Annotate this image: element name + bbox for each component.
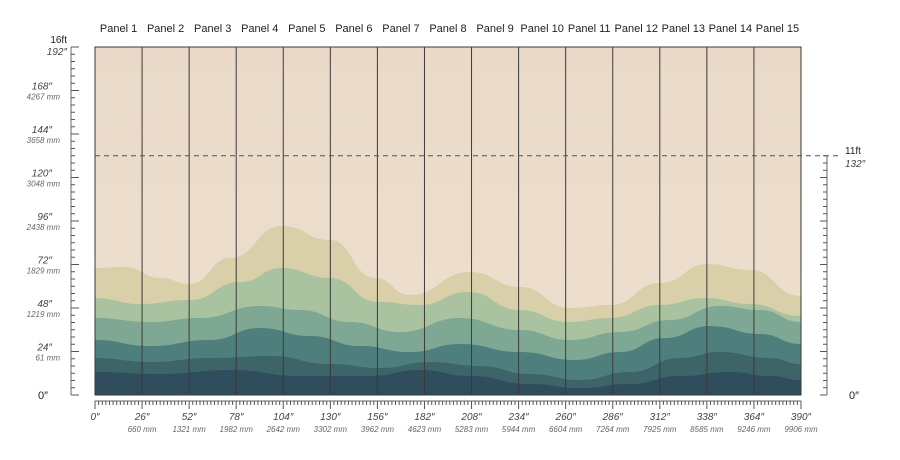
bottom-scale-label-in: 312″ [650,412,671,423]
right-scale-zero: 0″ [849,390,859,402]
bottom-scale-label-mm: 9906 mm [784,425,818,434]
bottom-scale-label-in: 78″ [229,412,244,423]
bottom-scale-label-mm: 3962 mm [361,425,395,434]
bottom-scale-label-mm: 3302 mm [314,425,348,434]
bottom-scale-ticks: 0″ 26″ 660 mm 52″ 1321 mm 78″ 1982 mm 104″ 2642 … [90,401,818,434]
left-scale-label-mm: 1829 mm [27,267,61,276]
left-scale-label-in: 96″ [37,212,52,223]
bottom-scale-label-mm: 6604 mm [549,425,583,434]
left-scale-zero: 0″ [38,390,48,402]
panel-label: Panel 2 [147,23,184,35]
bottom-scale-label-mm: 2642 mm [266,425,301,434]
panel-label: Panel 13 [662,23,705,35]
panel-labels: Panel 1 Panel 2 Panel 3 Panel 4 Panel 5 Panel… [100,23,799,35]
bottom-scale-label-mm: 4623 mm [408,425,442,434]
left-scale-label-mm: 61 mm [36,354,61,363]
bottom-scale-label-mm: 1321 mm [172,425,206,434]
panel-label: Panel 14 [709,23,752,35]
bottom-scale-label-in: 182″ [414,412,435,423]
left-scale-top-ft: 16ft [50,35,67,46]
panel-label: Panel 6 [335,23,372,35]
panel-label: Panel 3 [194,23,231,35]
left-scale-label-in: 144″ [32,125,53,136]
bottom-scale-label-mm: 660 mm [128,425,157,434]
bottom-scale-label-in: 104″ [273,412,294,423]
panel-label: Panel 8 [429,23,466,35]
panel-label: Panel 9 [476,23,513,35]
panel-dividers [94,46,802,396]
left-scale-label-mm: 4267 mm [27,93,61,102]
bottom-width-scale: 0″ 26″ 660 mm 52″ 1321 mm 78″ 1982 mm 104″ 2642 … [90,400,818,434]
right-scale-top-ft: 11ft [845,146,861,157]
left-scale-label-in: 168″ [32,82,53,93]
panel-label: Panel 5 [288,23,325,35]
mural-artwork [95,47,801,395]
left-scale-label-in: 72″ [37,256,52,267]
panel-label: Panel 1 [100,23,137,35]
bottom-scale-label-in: 130″ [320,412,341,423]
left-scale-label-in: 120″ [32,169,53,180]
panel-label: Panel 12 [615,23,658,35]
bottom-scale-label-in: 156″ [367,412,388,423]
left-scale-ticks: 168″4267 mm 144″3658 mm 120″3048 mm 96″2438… [26,46,79,396]
bottom-scale-label-in: 260″ [555,412,577,423]
bottom-scale-label-mm: 5283 mm [455,425,489,434]
panel-label: Panel 7 [382,23,419,35]
bottom-scale-label-in: 26″ [134,412,150,423]
bottom-scale-label-in: 0″ [90,412,100,423]
bottom-scale-label-mm: 7264 mm [596,425,630,434]
bottom-scale-label-in: 390″ [791,412,812,423]
left-scale-label-mm: 1219 mm [27,310,61,319]
left-scale-label-mm: 2438 mm [26,223,61,232]
panel-label: Panel 4 [241,23,278,35]
bottom-scale-label-in: 364″ [744,412,765,423]
mountain-layer-navy [95,370,801,395]
panel-label: Panel 10 [520,23,563,35]
left-scale-label-mm: 3658 mm [27,136,61,145]
mural-border [94,46,802,396]
bottom-scale-label-mm: 5944 mm [502,425,536,434]
bottom-scale-label-in: 52″ [182,412,197,423]
panel-label: Panel 11 [568,23,611,35]
right-scale-top-in: 132″ [845,159,866,170]
bottom-scale-label-in: 234″ [507,412,529,423]
left-scale-label-in: 48″ [37,299,52,310]
bottom-scale-label-in: 286″ [602,412,624,423]
left-scale-label-in: 24″ [36,343,52,354]
bottom-scale-label-mm: 7925 mm [643,425,677,434]
bottom-scale-label-mm: 1982 mm [220,425,254,434]
right-height-scale: 11ft 132″ 0″ [820,146,866,402]
panel-label: Panel 15 [756,23,799,35]
bottom-scale-label-mm: 8585 mm [690,425,724,434]
left-scale-label-mm: 3048 mm [27,180,61,189]
right-scale-ticks [820,155,827,396]
bottom-scale-label-in: 338″ [697,412,718,423]
left-height-scale: 168″4267 mm 144″3658 mm 120″3048 mm 96″2438… [26,35,79,402]
bottom-scale-label-in: 208″ [460,412,482,423]
left-scale-top-in: 192″ [47,47,68,58]
bottom-scale-label-mm: 9246 mm [737,425,771,434]
